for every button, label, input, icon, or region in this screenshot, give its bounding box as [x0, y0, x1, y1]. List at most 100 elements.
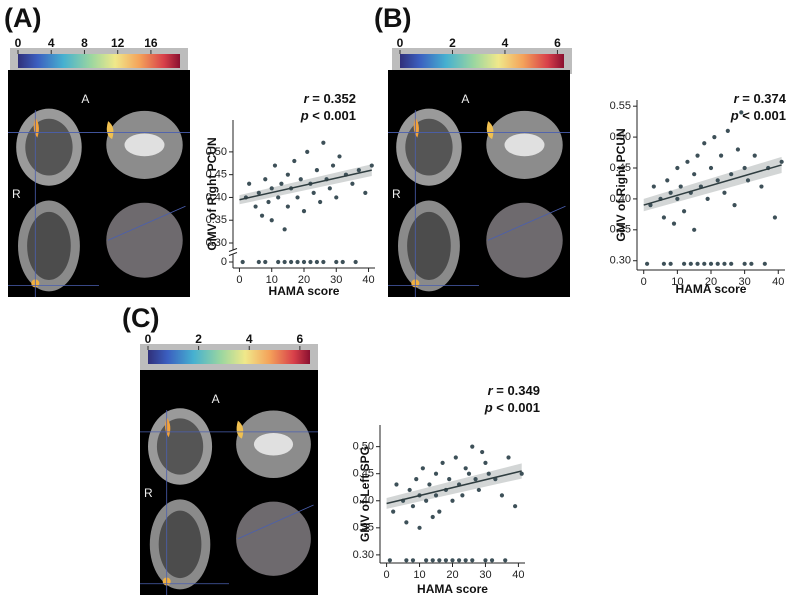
point [321, 259, 326, 265]
panel-label: (C) [122, 303, 159, 333]
y-axis-label: GMV of Left SPG [358, 446, 372, 542]
colorbar [400, 54, 564, 68]
panel-label: (B) [374, 3, 411, 33]
point [420, 466, 425, 471]
point [414, 477, 419, 482]
y-tick-label: 0.50 [610, 131, 631, 143]
point [506, 455, 511, 460]
point [519, 471, 524, 476]
y-tick-label: 0.45 [353, 468, 374, 480]
x-tick-label: 0 [641, 276, 647, 288]
x-axis-label: HAMA score [417, 582, 488, 596]
brain-3d [236, 501, 311, 576]
crosshair [237, 504, 314, 540]
y-tick-label: 0.35 [353, 522, 374, 534]
fit-line [643, 164, 782, 206]
colorbar [148, 350, 310, 364]
point [263, 259, 268, 265]
colorbar-tick-label: 2 [195, 332, 202, 346]
brain-3d [106, 202, 183, 278]
point [489, 558, 495, 563]
point [327, 186, 332, 191]
point [644, 261, 650, 266]
point [318, 199, 323, 205]
x-axis-label: HAMA score [269, 284, 340, 298]
point [450, 498, 455, 503]
point [715, 178, 720, 183]
point [430, 514, 435, 520]
colorbar-tick-label: 6 [554, 36, 561, 50]
point [668, 261, 673, 266]
point [651, 184, 656, 189]
point [433, 493, 439, 498]
x-tick-label: 20 [298, 274, 310, 286]
point [295, 259, 300, 265]
point [749, 261, 754, 266]
point [288, 259, 294, 265]
y-tick-label: 0.30 [206, 237, 227, 249]
point [430, 558, 435, 563]
point [480, 449, 485, 455]
brain-images [388, 70, 570, 297]
colorbar-tick-label: 2 [449, 36, 456, 50]
hot-spot [236, 420, 244, 439]
y-tick-label: 0.30 [353, 549, 374, 561]
axial-inner [158, 510, 202, 579]
point [279, 181, 284, 186]
axis-break [228, 252, 238, 256]
point [675, 196, 680, 202]
stat-r: r = 0.352 [304, 91, 356, 106]
brain-3d [486, 202, 563, 278]
point [427, 482, 432, 487]
point [702, 141, 707, 146]
point [708, 165, 714, 171]
point [742, 261, 747, 266]
point [404, 558, 409, 563]
point [330, 163, 336, 168]
point [433, 471, 439, 476]
point [337, 154, 342, 159]
colorbar-tick-label: 4 [48, 36, 55, 50]
y-tick-label: 0.55 [610, 100, 631, 112]
point [298, 177, 303, 182]
point [681, 261, 687, 266]
point [404, 520, 409, 525]
point [387, 558, 392, 563]
y-tick-label: 0.45 [610, 162, 631, 174]
point [437, 558, 442, 563]
point [692, 172, 697, 177]
point [295, 195, 300, 200]
point [314, 168, 320, 173]
brain-images [8, 70, 190, 297]
axis-break [228, 248, 238, 252]
point [276, 259, 281, 265]
point [692, 227, 697, 232]
point [718, 153, 724, 158]
point [483, 460, 488, 465]
point [665, 178, 670, 183]
point [463, 466, 468, 471]
axial-inner [407, 211, 451, 280]
x-tick-label: 0 [384, 569, 390, 581]
point [391, 509, 396, 514]
point [443, 558, 449, 563]
y-tick-label: 0.40 [353, 495, 374, 507]
orientation-label: A [212, 392, 220, 406]
point [407, 487, 412, 493]
point [301, 259, 307, 265]
point [363, 190, 368, 195]
point [394, 482, 399, 487]
point [292, 158, 297, 164]
point [695, 261, 700, 266]
point [486, 471, 491, 476]
point [661, 261, 667, 266]
point [456, 558, 462, 563]
point [463, 558, 468, 563]
point [240, 259, 245, 265]
point [253, 204, 258, 209]
fit-line [386, 470, 522, 505]
point [779, 159, 784, 164]
point [272, 163, 278, 168]
point [334, 259, 339, 265]
point [483, 558, 488, 563]
